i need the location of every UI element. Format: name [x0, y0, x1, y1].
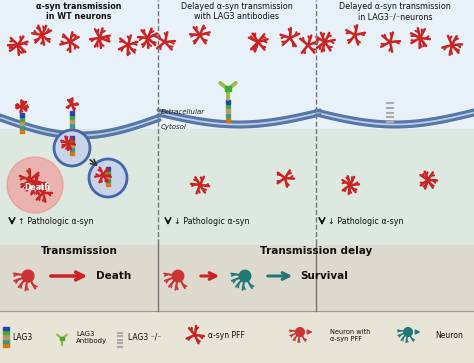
- Text: Neuron: Neuron: [435, 330, 463, 339]
- Bar: [0, 244, 474, 311]
- Text: Neuron with
α-syn PFF: Neuron with α-syn PFF: [330, 329, 370, 342]
- Bar: [106, 167, 110, 170]
- Circle shape: [404, 328, 412, 337]
- Circle shape: [7, 157, 63, 213]
- Bar: [3, 343, 9, 347]
- Circle shape: [239, 270, 251, 282]
- Bar: [0, 128, 474, 244]
- Circle shape: [296, 328, 304, 337]
- Bar: [20, 129, 24, 133]
- Text: Death: Death: [96, 271, 131, 281]
- Bar: [225, 86, 231, 91]
- Bar: [106, 175, 110, 178]
- Circle shape: [89, 159, 127, 197]
- Bar: [106, 179, 110, 182]
- Bar: [70, 127, 74, 131]
- Bar: [70, 144, 74, 147]
- Bar: [20, 121, 24, 125]
- Text: Cytosol: Cytosol: [161, 124, 187, 130]
- Bar: [226, 100, 230, 104]
- Bar: [20, 125, 24, 129]
- Text: ↓ Pathologic α-syn: ↓ Pathologic α-syn: [328, 217, 403, 227]
- Bar: [70, 119, 74, 123]
- Bar: [226, 118, 230, 122]
- Circle shape: [172, 270, 184, 282]
- Text: LAG3 ⁻/⁻: LAG3 ⁻/⁻: [128, 333, 161, 342]
- Text: α-syn PFF: α-syn PFF: [208, 330, 245, 339]
- Text: ↑ Pathologic α-syn: ↑ Pathologic α-syn: [18, 217, 93, 227]
- Bar: [0, 0, 474, 128]
- Text: Delayed α-syn transmission
in LAG3⁻/⁻neurons: Delayed α-syn transmission in LAG3⁻/⁻neu…: [339, 2, 451, 21]
- Bar: [3, 326, 9, 330]
- Bar: [60, 337, 64, 340]
- Text: ↓ Pathologic α-syn: ↓ Pathologic α-syn: [174, 217, 249, 227]
- Text: α-syn transmission
in WT neurons: α-syn transmission in WT neurons: [36, 2, 122, 21]
- Bar: [70, 111, 74, 114]
- Bar: [3, 335, 9, 339]
- Circle shape: [22, 270, 34, 282]
- Bar: [226, 105, 230, 109]
- Bar: [226, 114, 230, 118]
- Text: Transmission delay: Transmission delay: [260, 246, 372, 256]
- Bar: [20, 117, 24, 121]
- Text: Extracellular: Extracellular: [161, 109, 205, 115]
- Bar: [106, 171, 110, 174]
- Bar: [70, 152, 74, 155]
- Text: LAG3: LAG3: [12, 333, 32, 342]
- Bar: [20, 113, 24, 117]
- Text: Survival: Survival: [300, 271, 348, 281]
- Bar: [70, 140, 74, 143]
- Bar: [70, 115, 74, 119]
- Bar: [3, 339, 9, 343]
- Text: Delayed α-syn transmission
with LAG3 antibodies: Delayed α-syn transmission with LAG3 ant…: [181, 2, 293, 21]
- Text: LAG3
Antibody: LAG3 Antibody: [76, 330, 107, 343]
- Bar: [226, 109, 230, 113]
- Bar: [70, 136, 74, 140]
- Text: Transmission: Transmission: [41, 246, 118, 256]
- Text: Death: Death: [24, 183, 50, 192]
- Circle shape: [54, 130, 90, 166]
- Bar: [3, 331, 9, 334]
- Bar: [106, 183, 110, 186]
- Bar: [70, 123, 74, 127]
- Bar: [70, 148, 74, 151]
- Bar: [0, 311, 474, 363]
